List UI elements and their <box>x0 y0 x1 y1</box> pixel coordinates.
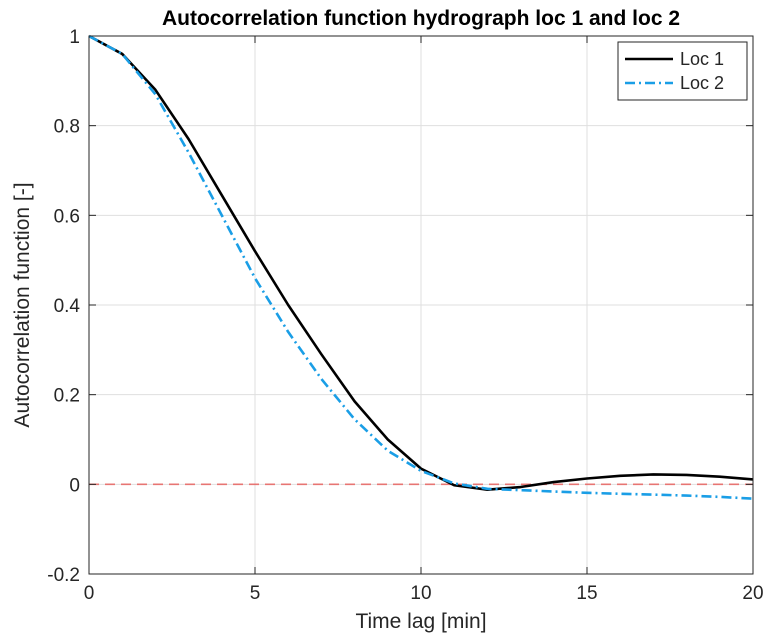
y-tick-label: -0.2 <box>47 565 80 586</box>
x-tick-label: 0 <box>84 583 95 604</box>
x-tick-label: 10 <box>410 583 431 604</box>
legend-label-loc-2: Loc 2 <box>680 73 724 93</box>
y-tick-label: 0.6 <box>54 206 80 227</box>
y-axis-label: Autocorrelation function [-] <box>11 182 34 427</box>
series-line-loc-1 <box>88 34 754 492</box>
y-tick-label: 0.8 <box>54 117 80 138</box>
legend-label-loc-1: Loc 1 <box>680 49 724 69</box>
series-line-loc-2 <box>88 34 754 500</box>
y-tick-label: 0.4 <box>54 296 81 317</box>
legend: Loc 1 Loc 2 <box>617 41 748 101</box>
chart-title: Autocorrelation function hydrograph loc … <box>162 7 680 30</box>
y-tick-label: 1 <box>69 27 80 48</box>
x-axis-label: Time lag [min] <box>355 610 486 633</box>
y-tick-label: 0.2 <box>54 386 80 407</box>
legend-box <box>617 41 748 101</box>
y-tick-label: 0 <box>69 475 80 496</box>
x-tick-label: 20 <box>742 583 763 604</box>
series-group <box>88 34 754 500</box>
x-tick-label: 5 <box>250 583 261 604</box>
x-tick-label: 15 <box>576 583 597 604</box>
tick-marks <box>88 35 754 575</box>
tick-labels: 0 5 10 15 20-0.200.20.40.60.81 <box>47 27 763 604</box>
